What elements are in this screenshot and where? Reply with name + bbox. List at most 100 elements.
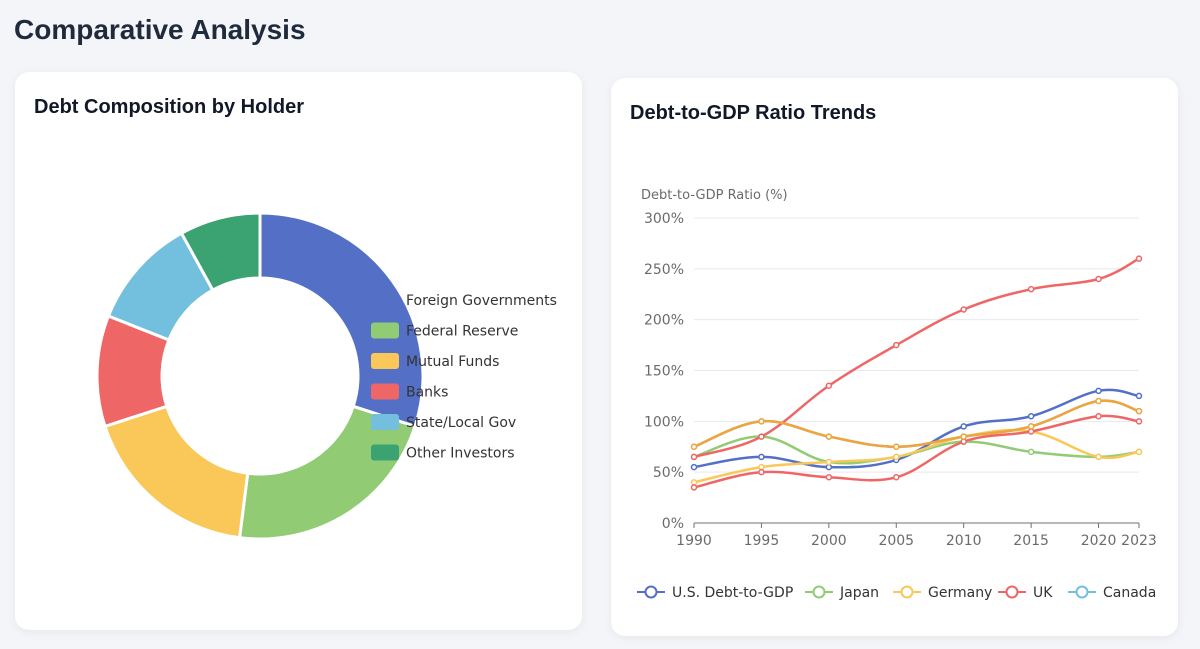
series-germany-point[interactable] (758, 463, 765, 471)
y-tick-label: 250% (644, 262, 684, 278)
series-uk-point[interactable] (825, 474, 833, 481)
legend-marker (1005, 585, 1019, 599)
series-uk-point[interactable] (1135, 418, 1143, 425)
donut-legend-item[interactable]: Foreign Governments (371, 292, 557, 309)
x-tick-label: 2015 (1013, 533, 1049, 549)
donut-legend-item[interactable]: Federal Reserve (371, 322, 518, 340)
series-u-s-debt-to-gdp-path (692, 388, 1141, 469)
y-axis-title: Debt-to-GDP Ratio (%) (641, 188, 788, 203)
series-japan-trend-point[interactable] (893, 341, 900, 349)
line-legend-item-germany[interactable]: Germany (893, 585, 992, 601)
line-legend-item-canada[interactable]: Canada (1068, 585, 1156, 601)
donut-slice-foreign-governments[interactable] (258, 211, 425, 428)
donut-legend-label: Other Investors (406, 446, 515, 462)
series-uk-path (692, 414, 1141, 489)
legend-swatch (371, 444, 399, 461)
donut-legend-label: Mutual Funds (406, 354, 499, 370)
series-canada-trend-point[interactable] (758, 418, 765, 425)
line-legend-label: Germany (928, 585, 992, 601)
series-japan-trend-path (692, 257, 1141, 459)
x-tick-label: 2020 (1081, 533, 1117, 549)
legend-swatch (371, 292, 399, 308)
donut-chart-title: Debt Composition by Holder (34, 96, 304, 118)
y-tick-label: 100% (644, 414, 684, 430)
series-uk-point[interactable] (690, 484, 698, 491)
series-uk-point[interactable] (1095, 413, 1102, 420)
page-title: Comparative Analysis (14, 14, 306, 45)
donut-legend-label: Federal Reserve (406, 324, 518, 340)
series-u-s-debt-to-gdp-point[interactable] (960, 423, 967, 430)
series-u-s-debt-to-gdp-point[interactable] (758, 453, 765, 461)
legend-marker (1075, 585, 1089, 599)
series-canada[interactable] (690, 397, 1143, 450)
line-chart: 0% 50% 100% 150% 200% 250% 300% 1990 1995 2000 20… (637, 188, 1157, 601)
debt-gdp-trends-card: Debt-to-GDP Ratio Trends 0% 50% 100% 150% 20… (611, 78, 1178, 636)
series-germany-point[interactable] (1135, 448, 1143, 456)
donut-legend-item[interactable]: Mutual Funds (371, 353, 499, 370)
debt-composition-card: Debt Composition by Holder Foreign Gover… (15, 72, 582, 630)
legend-marker (812, 585, 826, 599)
series-uk-point[interactable] (1027, 428, 1035, 435)
series-uk-point[interactable] (893, 474, 900, 481)
series-canada-trend-point[interactable] (1135, 407, 1143, 415)
series-u-s-debt-to-gdp[interactable] (690, 387, 1143, 471)
series-japan-trend-point[interactable] (825, 382, 833, 389)
series-u-s-debt-to-gdp-point[interactable] (1135, 392, 1143, 400)
line-legend-label: Canada (1103, 585, 1156, 601)
series-japan-trend[interactable] (690, 255, 1143, 461)
legend-swatch (371, 414, 399, 430)
series-canada-trend-point[interactable] (1095, 397, 1102, 405)
series-canada-trend-point[interactable] (960, 433, 967, 440)
x-tick-label: 1995 (744, 533, 780, 549)
series-canada-trend-point[interactable] (690, 443, 698, 450)
line-chart-title: Debt-to-GDP Ratio Trends (630, 102, 877, 124)
legend-swatch (371, 353, 399, 369)
x-tick-label: 2023 (1121, 533, 1157, 549)
donut-legend-item[interactable]: State/Local Gov (371, 414, 516, 431)
y-tick-label: 50% (653, 465, 684, 481)
donut-chart: Foreign Governments Federal Reserve Mutual… (95, 211, 557, 541)
series-u-s-debt-to-gdp-point[interactable] (825, 463, 833, 471)
series-uk-point[interactable] (960, 438, 967, 445)
donut-slice-federal-reserve[interactable] (238, 404, 417, 541)
series-japan-trend-point[interactable] (960, 306, 967, 313)
series-germany-point[interactable] (893, 453, 900, 461)
series-germany-point[interactable] (825, 458, 833, 466)
line-legend-item-u-s-debt-to-gdp[interactable]: U.S. Debt-to-GDP (637, 585, 793, 601)
series-u-s-debt-to-gdp-point[interactable] (690, 463, 698, 471)
series-germany-point[interactable] (1095, 453, 1102, 461)
series-japan-trend-point[interactable] (1135, 255, 1143, 262)
legend-marker (900, 585, 914, 599)
series-uk[interactable] (690, 413, 1143, 491)
series-u-s-debt-to-gdp-point[interactable] (1027, 413, 1035, 420)
donut-legend-item[interactable]: Other Investors (371, 444, 515, 462)
series-japan-trend-point[interactable] (758, 433, 765, 440)
line-legend-label: U.S. Debt-to-GDP (672, 585, 793, 601)
legend-swatch (371, 322, 399, 339)
series-japan-trend-point[interactable] (1095, 275, 1102, 283)
legend-marker (644, 585, 658, 599)
series-japan-trend-point[interactable] (1027, 285, 1035, 293)
y-tick-label: 0% (662, 516, 684, 532)
y-tick-label: 300% (644, 211, 684, 227)
series-canada-trend-path (692, 399, 1141, 449)
line-legend-item-japan[interactable]: Japan (805, 585, 879, 601)
series-canada-trend-point[interactable] (825, 433, 833, 440)
series-japan-trend-point[interactable] (690, 453, 698, 461)
series-germany-point[interactable] (690, 479, 698, 486)
series-germany-path (692, 428, 1141, 484)
line-legend-item-uk[interactable]: UK (998, 585, 1053, 601)
series-canada-trend-point[interactable] (893, 443, 900, 450)
series-uk-point[interactable] (758, 468, 765, 476)
donut-legend-item[interactable]: Banks (371, 383, 448, 401)
y-tick-label: 150% (644, 364, 684, 380)
donut-legend-label: Foreign Governments (406, 293, 557, 309)
donut-slice-mutual-funds[interactable] (103, 404, 250, 540)
donut-slice-other-investors[interactable] (179, 211, 262, 292)
series-u-s-debt-to-gdp-point[interactable] (1095, 387, 1102, 395)
x-tick-label: 1990 (676, 533, 712, 549)
series-japan-point[interactable] (1027, 448, 1035, 456)
series-canada-trend-point[interactable] (1027, 423, 1035, 430)
series-canada-trend[interactable] (690, 397, 1143, 450)
line-legend-label: Japan (839, 585, 879, 601)
